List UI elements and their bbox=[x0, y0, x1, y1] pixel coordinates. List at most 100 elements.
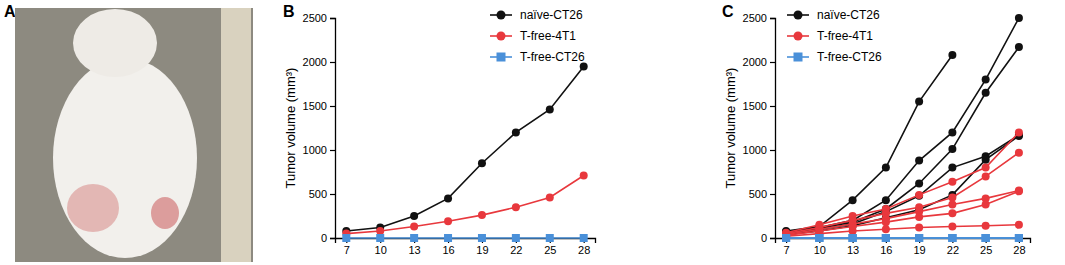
legend-marker bbox=[794, 11, 803, 20]
data-point bbox=[982, 201, 990, 209]
data-point bbox=[580, 234, 588, 242]
series bbox=[782, 43, 1023, 237]
series bbox=[782, 132, 1023, 239]
y-tick: 1500 bbox=[303, 100, 335, 112]
data-point bbox=[849, 234, 857, 242]
data-point bbox=[948, 234, 956, 242]
x-tick-label: 25 bbox=[980, 244, 992, 256]
x-axis: 710131619222528 bbox=[336, 238, 596, 256]
legend-entry: naïve-CT26 bbox=[787, 8, 880, 22]
data-point bbox=[410, 234, 418, 242]
data-point bbox=[915, 223, 923, 231]
data-point bbox=[948, 128, 956, 136]
y-tick-label: 0 bbox=[761, 232, 767, 244]
data-point bbox=[982, 164, 990, 172]
y-axis-line bbox=[330, 19, 336, 239]
x-axis: 710131619222528 bbox=[776, 238, 1031, 256]
panel-label: C bbox=[722, 3, 734, 20]
data-point bbox=[948, 234, 956, 242]
data-point bbox=[342, 234, 350, 242]
data-point bbox=[882, 218, 890, 226]
y-tick-label: 500 bbox=[309, 188, 327, 200]
y-axis: 05001000150020002500 bbox=[743, 12, 776, 244]
data-point bbox=[815, 234, 823, 242]
data-point bbox=[915, 191, 923, 199]
data-point bbox=[882, 196, 890, 204]
data-point bbox=[882, 234, 890, 242]
y-tick-mark bbox=[330, 238, 335, 239]
data-point bbox=[882, 234, 890, 242]
data-point bbox=[580, 172, 588, 180]
data-point bbox=[982, 234, 990, 242]
data-point bbox=[782, 234, 790, 242]
mouse-body bbox=[53, 58, 197, 258]
data-point bbox=[948, 145, 956, 153]
data-point bbox=[915, 234, 923, 242]
data-point bbox=[849, 234, 857, 242]
series-line bbox=[786, 153, 1019, 234]
y-tick: 0 bbox=[321, 232, 335, 244]
panel-label: B bbox=[283, 3, 295, 20]
data-point bbox=[782, 234, 790, 242]
data-point bbox=[849, 234, 857, 242]
legend-marker bbox=[794, 53, 803, 62]
legend-marker bbox=[794, 32, 803, 41]
y-tick-mark bbox=[770, 62, 775, 63]
data-point bbox=[915, 192, 923, 200]
data-point bbox=[948, 51, 956, 59]
y-tick-label: 1000 bbox=[303, 144, 327, 156]
figure: AB71013161922252805001000150020002500Tum… bbox=[0, 0, 1065, 265]
series-line bbox=[346, 176, 583, 234]
legend-marker bbox=[497, 32, 506, 41]
data-point bbox=[376, 227, 384, 235]
data-point bbox=[512, 203, 520, 211]
x-tick-label: 7 bbox=[344, 244, 350, 256]
data-point bbox=[1015, 234, 1023, 242]
series bbox=[342, 62, 587, 235]
series-line bbox=[786, 18, 1019, 232]
data-point bbox=[849, 196, 857, 204]
data-point bbox=[982, 89, 990, 97]
series bbox=[782, 234, 1023, 242]
legend-label: naïve-CT26 bbox=[817, 8, 880, 22]
plot-area bbox=[342, 62, 587, 242]
legend: naïve-CT26T-free-4T1T-free-CT26 bbox=[787, 8, 882, 64]
y-axis-title: Tumor volume (mm³) bbox=[283, 68, 298, 189]
data-point bbox=[1015, 234, 1023, 242]
y-tick-label: 2000 bbox=[303, 56, 327, 68]
series bbox=[782, 128, 1023, 236]
series bbox=[782, 51, 956, 235]
data-point bbox=[444, 194, 452, 202]
y-axis-line bbox=[770, 19, 776, 239]
data-point bbox=[478, 159, 486, 167]
data-point bbox=[1015, 234, 1023, 242]
y-tick-mark bbox=[770, 106, 775, 107]
data-point bbox=[982, 234, 990, 242]
data-point bbox=[512, 234, 520, 242]
y-tick-label: 2500 bbox=[303, 12, 327, 24]
data-point bbox=[915, 157, 923, 165]
x-tick-label: 16 bbox=[880, 244, 892, 256]
x-tick-label: 10 bbox=[814, 244, 826, 256]
series bbox=[782, 149, 1023, 238]
x-tick-label: 19 bbox=[914, 244, 926, 256]
series bbox=[782, 187, 1023, 239]
series-line bbox=[786, 191, 1019, 235]
data-point bbox=[915, 98, 923, 106]
series bbox=[782, 186, 1023, 238]
legend-label: T-free-4T1 bbox=[520, 29, 576, 43]
y-tick-mark bbox=[770, 238, 775, 239]
data-point bbox=[512, 128, 520, 136]
photo bbox=[15, 8, 253, 262]
y-axis-title: Tumor volume (mm³) bbox=[723, 68, 738, 189]
data-point bbox=[546, 234, 554, 242]
chart: 71013161922252805001000150020002500Tumor… bbox=[723, 8, 1031, 256]
data-point bbox=[478, 234, 486, 242]
y-tick-label: 2500 bbox=[743, 12, 767, 24]
x-tick-label: 22 bbox=[510, 244, 522, 256]
x-tick-label: 10 bbox=[375, 244, 387, 256]
y-tick-label: 0 bbox=[321, 232, 327, 244]
data-point bbox=[410, 212, 418, 220]
series-line bbox=[786, 132, 1019, 232]
data-point bbox=[915, 179, 923, 187]
